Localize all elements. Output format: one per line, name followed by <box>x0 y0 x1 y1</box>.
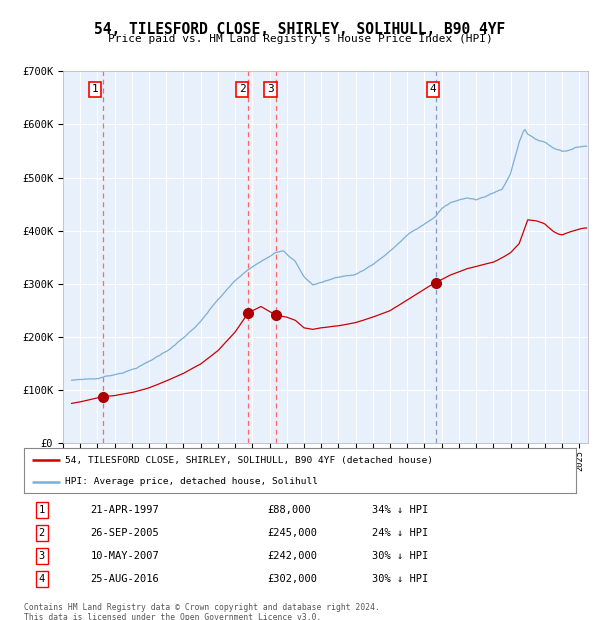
Text: 1: 1 <box>38 505 45 515</box>
Text: £302,000: £302,000 <box>267 574 317 584</box>
Text: 10-MAY-2007: 10-MAY-2007 <box>90 551 159 561</box>
Text: 26-SEP-2005: 26-SEP-2005 <box>90 528 159 538</box>
Text: 25-AUG-2016: 25-AUG-2016 <box>90 574 159 584</box>
Text: 4: 4 <box>430 84 437 94</box>
Text: 30% ↓ HPI: 30% ↓ HPI <box>372 551 428 561</box>
Text: £242,000: £242,000 <box>267 551 317 561</box>
Text: HPI: Average price, detached house, Solihull: HPI: Average price, detached house, Soli… <box>65 477 319 486</box>
Text: 54, TILESFORD CLOSE, SHIRLEY, SOLIHULL, B90 4YF: 54, TILESFORD CLOSE, SHIRLEY, SOLIHULL, … <box>94 22 506 37</box>
Text: 4: 4 <box>38 574 45 584</box>
Text: £88,000: £88,000 <box>267 505 311 515</box>
Text: 2: 2 <box>239 84 245 94</box>
Text: £245,000: £245,000 <box>267 528 317 538</box>
Text: 21-APR-1997: 21-APR-1997 <box>90 505 159 515</box>
Text: Contains HM Land Registry data © Crown copyright and database right 2024.
This d: Contains HM Land Registry data © Crown c… <box>24 603 380 620</box>
Text: 54, TILESFORD CLOSE, SHIRLEY, SOLIHULL, B90 4YF (detached house): 54, TILESFORD CLOSE, SHIRLEY, SOLIHULL, … <box>65 456 433 465</box>
Text: 3: 3 <box>267 84 274 94</box>
Text: 3: 3 <box>38 551 45 561</box>
Text: 30% ↓ HPI: 30% ↓ HPI <box>372 574 428 584</box>
Text: 1: 1 <box>91 84 98 94</box>
Text: 24% ↓ HPI: 24% ↓ HPI <box>372 528 428 538</box>
Text: Price paid vs. HM Land Registry's House Price Index (HPI): Price paid vs. HM Land Registry's House … <box>107 34 493 44</box>
Text: 34% ↓ HPI: 34% ↓ HPI <box>372 505 428 515</box>
Text: 2: 2 <box>38 528 45 538</box>
